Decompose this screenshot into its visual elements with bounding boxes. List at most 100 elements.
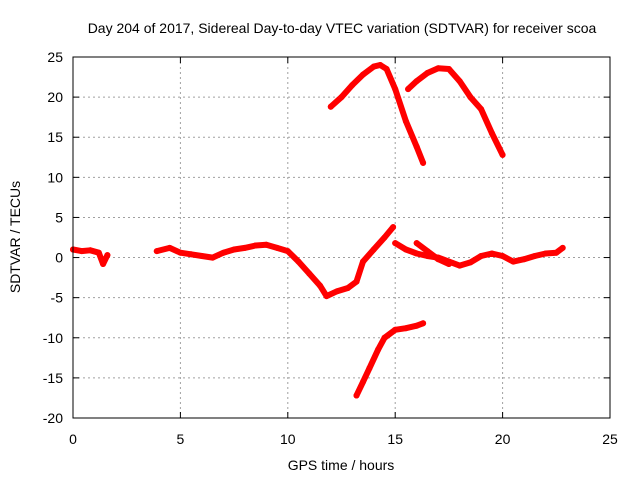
series-layer (70, 62, 566, 399)
data-point (435, 65, 442, 72)
data-point (413, 250, 420, 257)
data-point (435, 256, 442, 263)
data-point (317, 282, 323, 289)
data-point (381, 334, 388, 341)
x-axis-label: GPS time / hours (288, 457, 395, 473)
data-point (392, 86, 399, 93)
data-point (413, 240, 420, 247)
y-tick-label: 20 (47, 89, 63, 105)
data-point (531, 253, 538, 259)
data-point (467, 259, 474, 266)
series-arc-4 (413, 240, 452, 267)
data-point (413, 322, 420, 329)
series-arc-2 (153, 224, 397, 300)
data-point (220, 249, 227, 256)
data-point (381, 234, 388, 241)
data-point (188, 251, 195, 258)
data-point (104, 252, 111, 259)
data-point (377, 62, 384, 68)
y-tick-label: 25 (47, 49, 63, 65)
data-point (478, 253, 485, 259)
data-point (327, 103, 334, 110)
data-point (392, 326, 399, 333)
ticks: 0 5 10 15 20 25 -20 -15 -10 -5 0 5 10 15 20 25 (43, 49, 618, 447)
data-point (542, 250, 549, 257)
data-point (488, 130, 495, 137)
data-point (166, 244, 173, 251)
data-point (95, 249, 102, 256)
data-point (209, 254, 216, 261)
data-point (553, 249, 560, 256)
y-axis-label: SDTVAR / TECUs (7, 181, 23, 293)
data-point (274, 244, 281, 251)
data-point (456, 262, 463, 269)
y-tick-label: -15 (43, 370, 63, 386)
y-tick-label: 10 (47, 169, 63, 185)
data-point (370, 246, 377, 253)
chart-title: Day 204 of 2017, Sidereal Day-to-day VTE… (88, 20, 597, 36)
x-tick-label: 5 (177, 431, 185, 447)
data-point (263, 241, 270, 248)
data-point (338, 94, 345, 101)
data-point (405, 86, 412, 93)
data-point (375, 346, 381, 353)
data-point (499, 151, 506, 158)
data-point (420, 159, 427, 166)
data-point (420, 320, 427, 327)
data-point (334, 288, 341, 295)
data-point (344, 285, 351, 291)
x-tick-label: 25 (602, 431, 618, 447)
data-point (78, 248, 85, 255)
plot-frame (72, 56, 611, 419)
data-point (198, 253, 205, 259)
data-point (424, 248, 431, 255)
data-point (360, 258, 366, 265)
y-tick-label: -5 (51, 290, 64, 306)
x-tick-label: 0 (69, 431, 77, 447)
data-point (370, 63, 377, 70)
data-point (445, 66, 452, 72)
series-arc-7 (353, 320, 427, 399)
data-point (499, 253, 506, 259)
data-point (349, 82, 356, 89)
data-point (467, 94, 474, 101)
data-point (177, 249, 184, 256)
data-point (390, 224, 397, 231)
data-point (559, 244, 566, 251)
data-point (353, 392, 360, 399)
y-tick-label: 15 (47, 129, 63, 145)
data-point (360, 378, 366, 385)
data-point (153, 248, 160, 255)
data-point (306, 270, 313, 277)
y-tick-label: 5 (55, 209, 63, 225)
data-point (424, 70, 431, 76)
data-point (488, 250, 495, 257)
data-point (456, 78, 463, 85)
x-tick-label: 20 (495, 431, 511, 447)
data-point (353, 278, 360, 285)
data-point (231, 246, 238, 253)
grid (73, 57, 610, 418)
data-point (413, 143, 420, 150)
data-point (366, 365, 373, 372)
data-point (402, 325, 409, 332)
data-point (521, 256, 528, 263)
data-point (241, 244, 248, 251)
x-tick-label: 10 (280, 431, 296, 447)
data-point (360, 71, 366, 78)
data-point (392, 240, 399, 247)
data-point (87, 247, 94, 254)
data-point (323, 293, 330, 300)
data-point (100, 261, 107, 267)
data-point (284, 248, 291, 255)
data-point (510, 258, 517, 265)
data-point (445, 261, 452, 267)
data-point (413, 78, 420, 85)
data-point (402, 246, 409, 253)
data-point (478, 106, 485, 113)
data-point (402, 118, 409, 125)
x-tick-label: 15 (387, 431, 403, 447)
y-tick-label: 0 (55, 250, 63, 266)
data-point (252, 242, 259, 249)
